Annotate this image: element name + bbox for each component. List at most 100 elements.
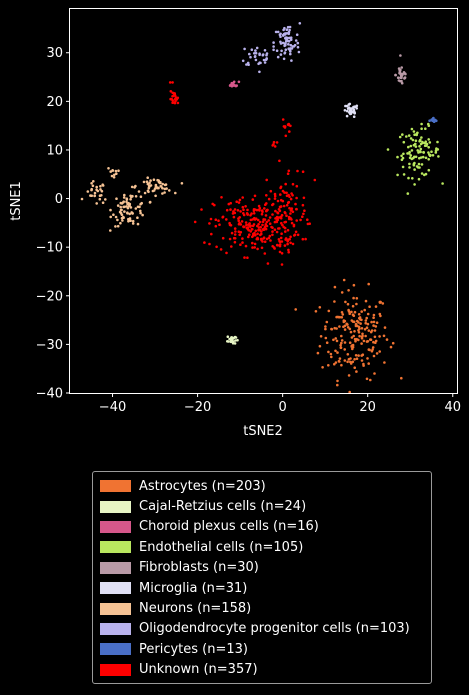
data-point (136, 222, 140, 226)
data-point (253, 231, 256, 235)
data-point (237, 80, 241, 84)
data-point (339, 346, 343, 349)
data-point (386, 148, 390, 151)
data-point (365, 326, 369, 330)
data-point (346, 353, 350, 356)
data-point (420, 136, 423, 139)
data-point (282, 57, 286, 61)
data-point (316, 351, 320, 355)
data-point (285, 191, 288, 195)
data-point (277, 238, 281, 241)
y-tick-label: 0 (55, 192, 63, 207)
data-point (262, 236, 266, 239)
data-point (243, 47, 246, 51)
data-point (134, 184, 137, 188)
data-point (396, 155, 399, 159)
data-point (401, 165, 405, 169)
data-point (288, 195, 291, 198)
data-point (250, 212, 253, 215)
data-point (352, 296, 355, 300)
data-point (147, 185, 151, 189)
data-point (89, 194, 92, 197)
data-point (409, 137, 413, 140)
legend-swatch (100, 582, 131, 595)
data-point (210, 232, 213, 236)
data-point (366, 312, 370, 316)
data-point (120, 208, 123, 212)
data-point (115, 172, 118, 175)
data-point (93, 194, 96, 197)
x-tick-label: 20 (359, 400, 376, 415)
data-point (347, 289, 350, 292)
data-point (256, 232, 259, 236)
data-point (266, 208, 269, 212)
data-point (353, 366, 357, 370)
legend-label: Cajal-Retzius cells (n=24) (139, 499, 307, 515)
data-point (245, 63, 248, 66)
data-point (258, 70, 261, 74)
data-point (431, 119, 434, 123)
data-point (230, 231, 234, 235)
data-point (410, 149, 414, 152)
data-point (345, 114, 349, 118)
data-point (324, 327, 327, 331)
data-point (158, 181, 162, 185)
data-point (265, 178, 269, 182)
data-point (418, 156, 421, 160)
data-point (341, 313, 345, 316)
data-point (263, 218, 267, 221)
data-point (385, 338, 389, 341)
data-point (288, 130, 291, 133)
data-point (399, 54, 402, 57)
data-point (268, 216, 272, 219)
data-point (130, 211, 133, 214)
data-point (278, 159, 281, 163)
data-point (251, 241, 254, 245)
data-point (288, 206, 291, 210)
data-point (423, 173, 426, 177)
data-point (296, 233, 300, 237)
data-point (271, 213, 274, 216)
x-tick-label: 40 (444, 400, 461, 415)
data-point (139, 209, 142, 213)
data-point (282, 125, 286, 128)
data-point (265, 224, 269, 228)
data-point (364, 299, 368, 303)
data-point (333, 362, 336, 366)
data-point (287, 248, 290, 252)
data-point (372, 340, 375, 344)
data-point (360, 337, 364, 340)
legend-swatch (100, 561, 131, 574)
data-point (370, 349, 374, 353)
data-point (288, 48, 291, 51)
data-point (367, 362, 371, 365)
legend-entry: Unknown (n=357) (100, 660, 431, 680)
data-point (402, 140, 406, 144)
data-point (90, 187, 93, 191)
data-point (402, 152, 405, 156)
data-point (343, 319, 347, 323)
data-point (369, 338, 373, 342)
data-point (399, 76, 402, 79)
data-point (353, 358, 356, 361)
data-point (360, 359, 364, 362)
data-point (350, 310, 353, 314)
data-point (301, 170, 305, 173)
data-point (129, 198, 132, 201)
legend-entry: Microglia (n=31) (100, 578, 431, 598)
data-point (409, 144, 413, 148)
data-point (168, 81, 172, 84)
data-point (304, 237, 307, 241)
data-point (318, 306, 322, 309)
x-axis-ticks: −40 −20 0 20 40 (99, 393, 461, 415)
data-point (117, 169, 120, 172)
data-point (264, 203, 267, 206)
data-point (303, 209, 306, 212)
data-point (123, 193, 126, 197)
data-point (319, 335, 323, 338)
data-point (218, 223, 221, 226)
data-point (351, 304, 355, 308)
data-point (273, 194, 277, 198)
data-point (374, 305, 378, 308)
data-point (276, 30, 280, 34)
